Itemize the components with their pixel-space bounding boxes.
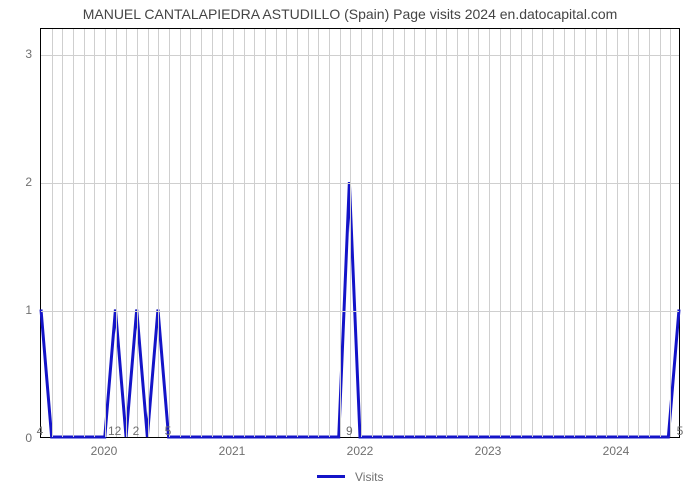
gridline-vertical <box>361 29 362 437</box>
legend-swatch <box>317 475 345 478</box>
chart-title: MANUEL CANTALAPIEDRA ASTUDILLO (Spain) P… <box>0 6 700 22</box>
gridline-vertical <box>297 29 298 437</box>
gridline-vertical <box>617 29 618 437</box>
x-tick-label: 2020 <box>91 444 118 458</box>
gridline-vertical <box>436 29 437 437</box>
gridline-vertical <box>372 29 373 437</box>
gridline-vertical <box>596 29 597 437</box>
value-label: 5 <box>165 424 172 438</box>
gridline-vertical <box>489 29 490 437</box>
gridline-vertical <box>510 29 511 437</box>
gridline-vertical <box>446 29 447 437</box>
gridline-vertical <box>478 29 479 437</box>
y-tick-label: 0 <box>0 431 32 445</box>
gridline-vertical <box>308 29 309 437</box>
gridline-vertical <box>148 29 149 437</box>
legend: Visits <box>0 468 700 486</box>
value-label: 2 <box>133 424 140 438</box>
gridline-vertical <box>500 29 501 437</box>
gridline-vertical <box>116 29 117 437</box>
gridline-vertical <box>254 29 255 437</box>
gridline-vertical <box>638 29 639 437</box>
gridline-vertical <box>244 29 245 437</box>
gridline-vertical <box>286 29 287 437</box>
gridline-vertical <box>233 29 234 437</box>
gridline-vertical <box>94 29 95 437</box>
gridline-vertical <box>105 29 106 437</box>
gridline-vertical <box>457 29 458 437</box>
gridline-vertical <box>606 29 607 437</box>
gridline-vertical <box>73 29 74 437</box>
gridline-vertical <box>52 29 53 437</box>
gridline-vertical <box>329 29 330 437</box>
value-label: 5 <box>677 424 684 438</box>
gridline-vertical <box>265 29 266 437</box>
gridline-vertical <box>169 29 170 437</box>
gridline-vertical <box>542 29 543 437</box>
gridline-vertical <box>521 29 522 437</box>
legend-label: Visits <box>355 470 383 484</box>
gridline-vertical <box>468 29 469 437</box>
gridline-vertical <box>62 29 63 437</box>
gridline-vertical <box>84 29 85 437</box>
plot-area <box>40 28 680 438</box>
gridline-vertical <box>382 29 383 437</box>
x-tick-label: 2023 <box>475 444 502 458</box>
chart-container: MANUEL CANTALAPIEDRA ASTUDILLO (Spain) P… <box>0 0 700 500</box>
gridline-vertical <box>201 29 202 437</box>
gridline-vertical <box>574 29 575 437</box>
gridline-vertical <box>137 29 138 437</box>
gridline-vertical <box>126 29 127 437</box>
gridline-vertical <box>670 29 671 437</box>
gridline-vertical <box>425 29 426 437</box>
gridline-horizontal <box>41 55 679 56</box>
x-tick-label: 2021 <box>219 444 246 458</box>
gridline-vertical <box>350 29 351 437</box>
value-label: 9 <box>346 424 353 438</box>
gridline-vertical <box>414 29 415 437</box>
gridline-vertical <box>318 29 319 437</box>
gridline-vertical <box>553 29 554 437</box>
gridline-vertical <box>158 29 159 437</box>
x-tick-label: 2022 <box>347 444 374 458</box>
gridline-horizontal <box>41 183 679 184</box>
gridline-vertical <box>628 29 629 437</box>
x-tick-label: 2024 <box>603 444 630 458</box>
y-tick-label: 2 <box>0 175 32 189</box>
gridline-vertical <box>660 29 661 437</box>
gridline-vertical <box>340 29 341 437</box>
gridline-vertical <box>649 29 650 437</box>
gridline-vertical <box>276 29 277 437</box>
value-label: 4 <box>37 424 44 438</box>
gridline-horizontal <box>41 311 679 312</box>
y-tick-label: 3 <box>0 47 32 61</box>
gridline-vertical <box>404 29 405 437</box>
gridline-vertical <box>393 29 394 437</box>
gridline-vertical <box>585 29 586 437</box>
gridline-vertical <box>564 29 565 437</box>
value-label: 12 <box>108 424 121 438</box>
gridline-vertical <box>222 29 223 437</box>
gridline-vertical <box>532 29 533 437</box>
gridline-vertical <box>190 29 191 437</box>
gridline-vertical <box>180 29 181 437</box>
gridline-vertical <box>212 29 213 437</box>
y-tick-label: 1 <box>0 303 32 317</box>
